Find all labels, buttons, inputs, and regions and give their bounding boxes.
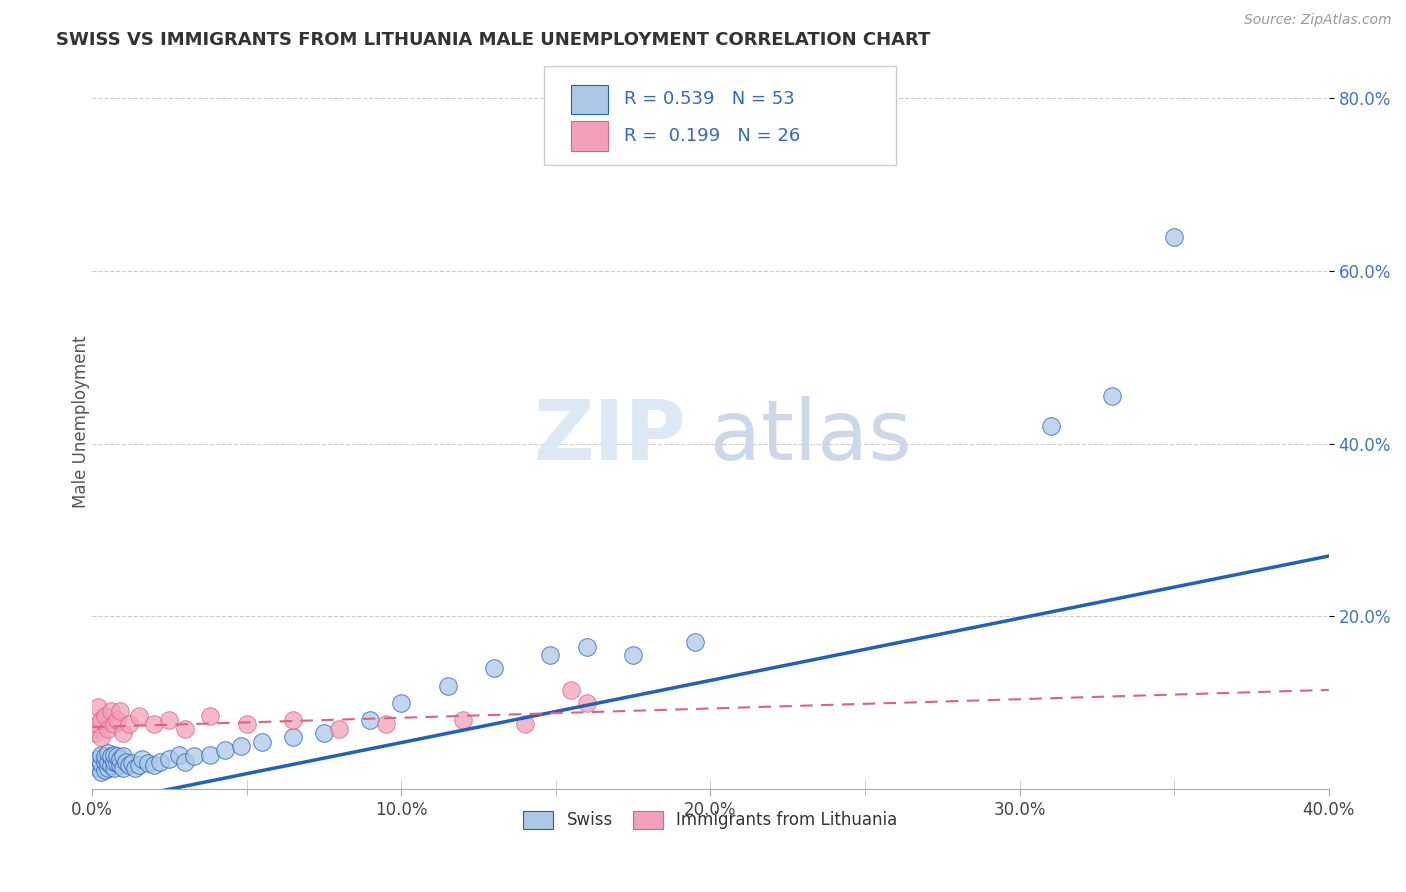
Point bbox=[131, 752, 153, 766]
Point bbox=[103, 747, 125, 762]
Point bbox=[621, 648, 644, 663]
Point bbox=[105, 713, 128, 727]
Point bbox=[84, 726, 107, 740]
Point bbox=[108, 758, 131, 772]
Point bbox=[93, 749, 115, 764]
Point bbox=[90, 731, 112, 745]
Point bbox=[1039, 419, 1062, 434]
Point bbox=[374, 717, 396, 731]
Legend: Swiss, Immigrants from Lithuania: Swiss, Immigrants from Lithuania bbox=[517, 804, 904, 836]
Point bbox=[93, 763, 115, 777]
Point bbox=[235, 717, 257, 731]
Point bbox=[159, 752, 181, 766]
FancyBboxPatch shape bbox=[571, 121, 607, 151]
Point bbox=[229, 739, 252, 753]
Point bbox=[575, 640, 598, 654]
Text: ZIP: ZIP bbox=[533, 396, 686, 477]
Point bbox=[482, 661, 505, 675]
Point bbox=[97, 755, 120, 769]
Point bbox=[198, 708, 221, 723]
Point bbox=[108, 752, 131, 766]
Point bbox=[105, 749, 128, 764]
Point bbox=[103, 755, 125, 769]
Point bbox=[149, 755, 172, 769]
Point bbox=[90, 756, 112, 771]
Point bbox=[124, 761, 146, 775]
Text: SWISS VS IMMIGRANTS FROM LITHUANIA MALE UNEMPLOYMENT CORRELATION CHART: SWISS VS IMMIGRANTS FROM LITHUANIA MALE … bbox=[56, 31, 931, 49]
Point bbox=[513, 717, 536, 731]
Point bbox=[100, 749, 122, 764]
Point bbox=[281, 731, 304, 745]
Point bbox=[214, 743, 236, 757]
Point bbox=[183, 749, 205, 764]
Point bbox=[167, 747, 190, 762]
Point bbox=[328, 722, 350, 736]
Point bbox=[250, 735, 273, 749]
Point bbox=[100, 758, 122, 772]
Y-axis label: Male Unemployment: Male Unemployment bbox=[72, 336, 90, 508]
Point bbox=[198, 747, 221, 762]
Point bbox=[87, 761, 110, 775]
Text: Source: ZipAtlas.com: Source: ZipAtlas.com bbox=[1244, 13, 1392, 28]
Point bbox=[1163, 229, 1185, 244]
Point bbox=[143, 758, 166, 772]
Point bbox=[87, 700, 110, 714]
Point bbox=[97, 722, 120, 736]
Point bbox=[97, 761, 120, 775]
FancyBboxPatch shape bbox=[544, 66, 896, 165]
Point bbox=[112, 749, 135, 764]
Point bbox=[90, 713, 112, 727]
Point bbox=[108, 705, 131, 719]
Point bbox=[451, 713, 474, 727]
Point bbox=[87, 717, 110, 731]
Point bbox=[97, 746, 120, 760]
Text: R =  0.199   N = 26: R = 0.199 N = 26 bbox=[624, 127, 800, 145]
Point bbox=[100, 705, 122, 719]
Point bbox=[115, 755, 138, 769]
FancyBboxPatch shape bbox=[571, 85, 607, 114]
Point bbox=[143, 717, 166, 731]
Point bbox=[121, 756, 143, 771]
Point bbox=[538, 648, 561, 663]
Point bbox=[174, 755, 197, 769]
Point bbox=[436, 679, 458, 693]
Point bbox=[118, 758, 141, 772]
Point bbox=[118, 717, 141, 731]
Point bbox=[90, 764, 112, 779]
Point bbox=[112, 761, 135, 775]
Text: R = 0.539   N = 53: R = 0.539 N = 53 bbox=[624, 90, 794, 108]
Point bbox=[84, 756, 107, 771]
Point bbox=[93, 755, 115, 769]
Point bbox=[128, 758, 150, 772]
Point bbox=[359, 713, 381, 727]
Point bbox=[93, 708, 115, 723]
Point bbox=[575, 696, 598, 710]
Point bbox=[87, 752, 110, 766]
Point bbox=[105, 756, 128, 771]
Point bbox=[90, 747, 112, 762]
Point bbox=[312, 726, 335, 740]
Point bbox=[159, 713, 181, 727]
Point bbox=[112, 726, 135, 740]
Point bbox=[281, 713, 304, 727]
Text: atlas: atlas bbox=[710, 396, 912, 477]
Point bbox=[1101, 389, 1123, 403]
Point bbox=[683, 635, 706, 649]
Point bbox=[136, 756, 159, 771]
Point bbox=[103, 717, 125, 731]
Point bbox=[389, 696, 412, 710]
Point bbox=[128, 708, 150, 723]
Point bbox=[103, 761, 125, 775]
Point bbox=[560, 682, 582, 697]
Point bbox=[174, 722, 197, 736]
